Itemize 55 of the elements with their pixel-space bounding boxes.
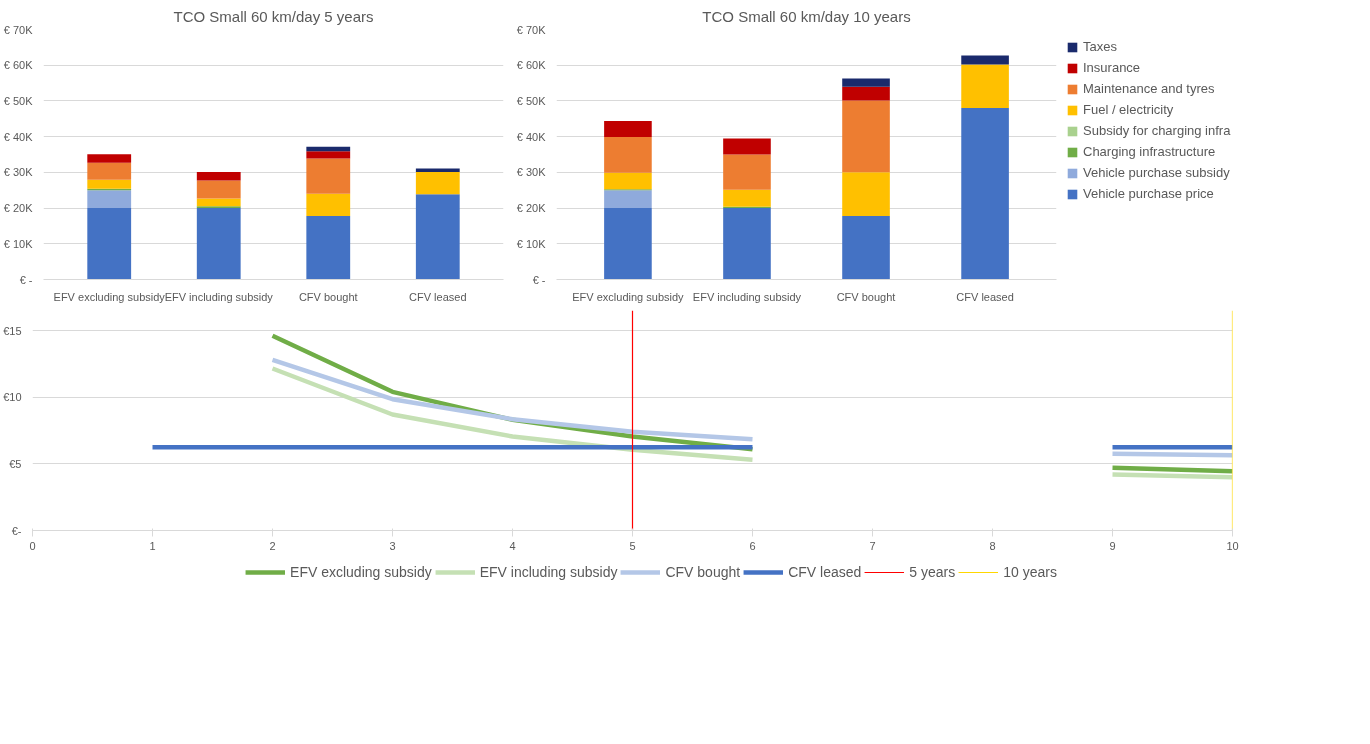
y-tick-label: € 50K [3,94,34,107]
y-tick-label: € 60K [3,59,34,72]
x-tick-label: CFV leased [956,290,1014,303]
y-tick-label: €- [11,524,22,537]
x-tick-label: EFV including subsidy [692,290,802,303]
x-tick-label: EFV excluding subsidy [572,290,685,303]
x-tick-label: 7 [869,539,876,552]
y-tick-label: € 60K [516,59,547,72]
legend-label: Charging infrastructure [1083,144,1216,159]
x-tick-label: EFV excluding subsidy [53,290,166,303]
legend-label: EFV excluding subsidy [290,564,432,580]
y-tick-label: € - [19,273,33,286]
x-tick-label: 6 [749,539,756,552]
y-tick-label: € 10K [516,237,547,250]
y-tick-label: € 20K [3,202,34,215]
y-tick-label: € 40K [516,130,547,143]
legend-label: CFV leased [788,564,862,580]
x-tick-label: 2 [269,539,276,552]
legend-label: Insurance [1083,60,1141,75]
x-tick-label: 5 [629,539,636,552]
legend-label: Vehicle purchase subsidy [1083,165,1230,180]
legend-label: Taxes [1083,39,1117,54]
legend-label: Subsidy for charging infra [1083,123,1231,138]
y-tick-label: € 20K [516,202,547,215]
legend-label: Maintenance and tyres [1083,81,1215,96]
y-tick-label: €10 [3,391,22,404]
x-tick-label: 8 [989,539,996,552]
y-tick-label: €15 [3,324,22,337]
y-tick-label: € 70K [516,23,547,36]
chart-title: TCO Small 60 km/day 10 years [702,7,911,25]
x-tick-label: 4 [509,539,516,552]
x-tick-label: 10 [1226,539,1239,552]
legend-label: Fuel / electricity [1083,102,1174,117]
legend-label: EFV including subsidy [479,564,618,580]
y-tick-label: €5 [9,457,22,470]
x-tick-label: CFV bought [298,290,358,303]
y-tick-label: € - [532,273,546,286]
legend-label: Vehicle purchase price [1083,186,1214,201]
y-tick-label: € 70K [3,23,34,36]
x-tick-label: EFV including subsidy [164,290,274,303]
legend-label: 5 years [909,564,956,580]
x-tick-label: 1 [149,539,156,552]
x-tick-label: CFV leased [409,290,467,303]
legend-label: CFV bought [665,564,741,580]
y-tick-label: € 10K [3,237,34,250]
y-tick-label: € 40K [3,130,34,143]
y-tick-label: € 30K [3,166,34,179]
legend-label: 10 years [1003,564,1057,580]
x-tick-label: 3 [389,539,396,552]
x-tick-label: 0 [29,539,36,552]
chart-title: TCO Small 60 km/day 5 years [173,7,374,25]
y-tick-label: € 30K [516,166,547,179]
y-tick-label: € 50K [516,94,547,107]
x-tick-label: 9 [1109,539,1116,552]
x-tick-label: CFV bought [836,290,896,303]
